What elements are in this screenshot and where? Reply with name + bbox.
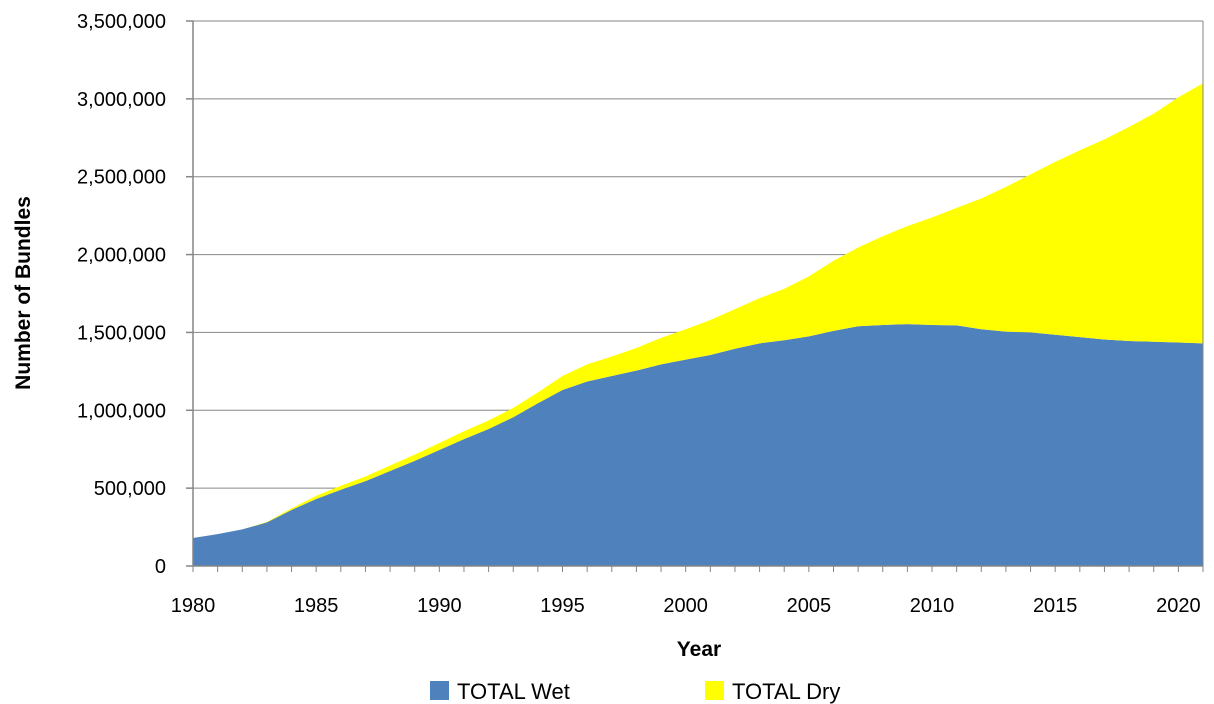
x-tick-label: 1990 <box>417 595 462 617</box>
y-tick-labels: 0 500,000 1,000,000 1,500,000 2,000,000 2,500… <box>77 11 166 578</box>
x-tick-label: 2000 <box>663 595 708 617</box>
y-axis-title: Number of Bundles <box>12 196 35 390</box>
y-tick-label: 500,000 <box>94 478 166 500</box>
x-tick-label: 2015 <box>1033 595 1078 617</box>
x-tick-labels: 1980 1985 1990 1995 2000 2005 2010 2015 2020 <box>171 595 1201 617</box>
legend: TOTAL Wet TOTAL Dry <box>430 679 840 704</box>
y-tick-label: 1,000,000 <box>77 400 166 422</box>
x-tick-label: 1985 <box>294 595 339 617</box>
legend-label-total-wet: TOTAL Wet <box>457 679 570 704</box>
legend-swatch-total-wet <box>430 681 449 700</box>
x-tick-label: 1995 <box>540 595 585 617</box>
x-tick-label: 2020 <box>1156 595 1201 617</box>
area-series <box>193 83 1203 566</box>
x-tick-label: 2010 <box>910 595 955 617</box>
legend-swatch-total-dry <box>705 681 724 700</box>
y-tick-label: 3,500,000 <box>77 11 166 33</box>
x-tick-label: 2005 <box>787 595 832 617</box>
y-tick-label: 3,000,000 <box>77 89 166 111</box>
x-tick-label: 1980 <box>171 595 216 617</box>
y-tick-label: 0 <box>155 556 166 578</box>
x-axis-title: Year <box>677 638 721 661</box>
y-tick-label: 2,000,000 <box>77 245 166 267</box>
area-total-wet <box>193 324 1203 566</box>
y-tick-label: 1,500,000 <box>77 322 166 344</box>
legend-label-total-dry: TOTAL Dry <box>732 679 840 704</box>
y-tick-label: 2,500,000 <box>77 167 166 189</box>
